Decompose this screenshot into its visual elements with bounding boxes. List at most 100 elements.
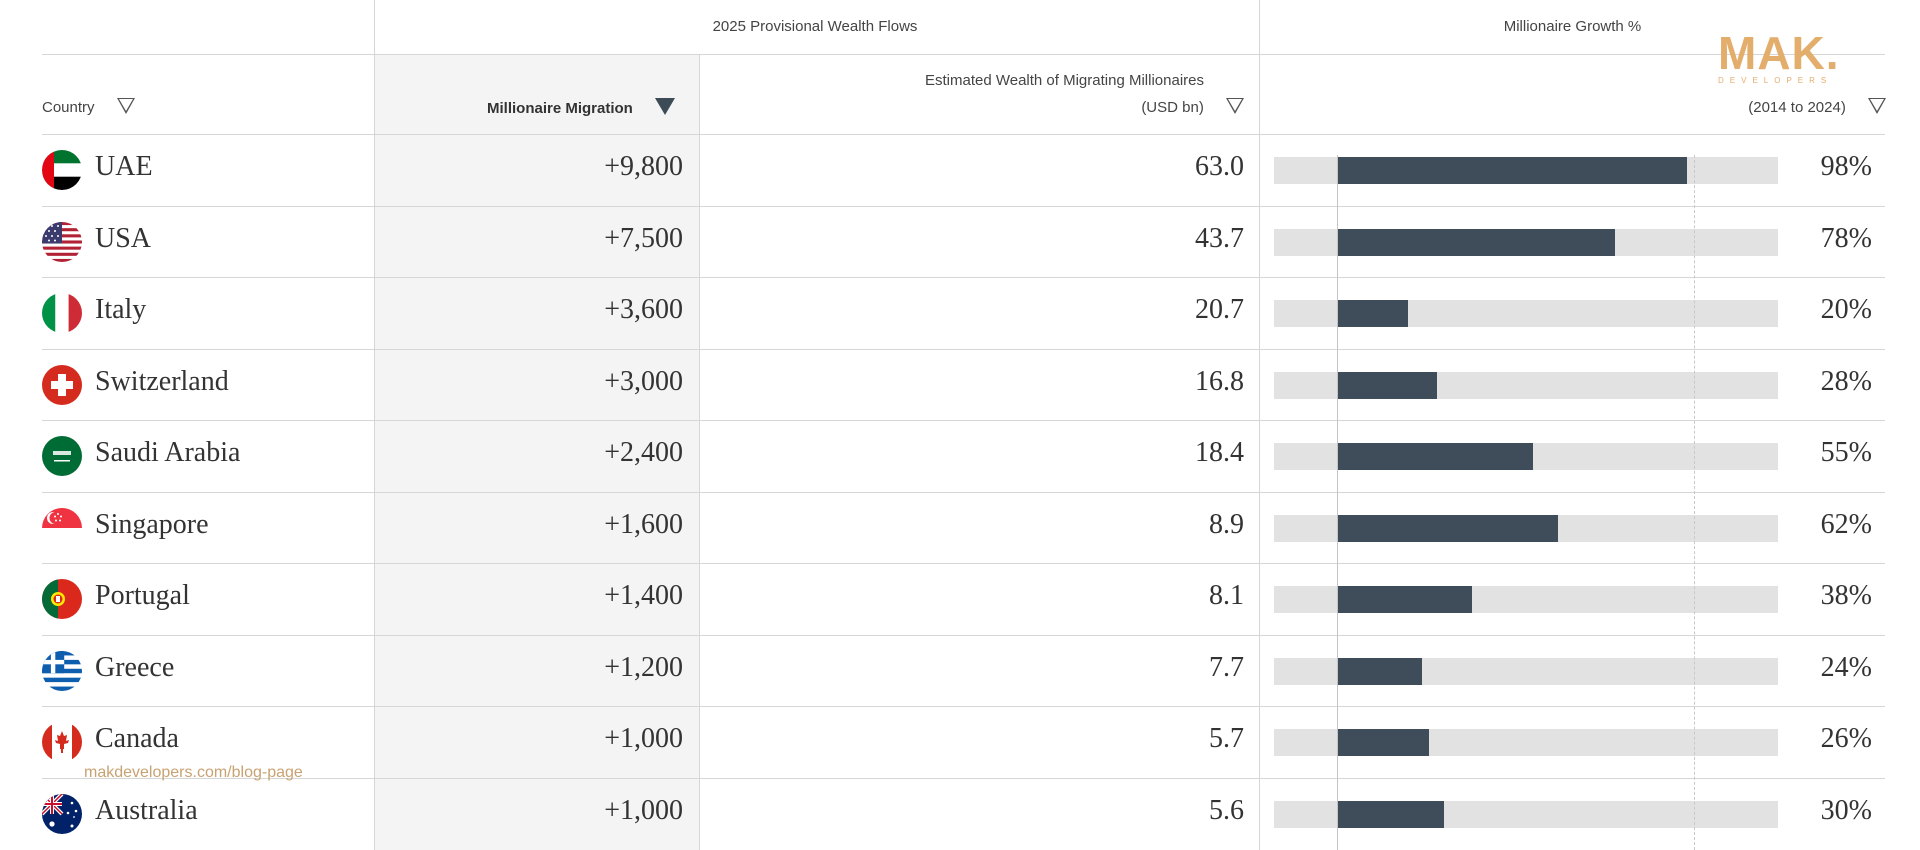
growth-bar: [1336, 443, 1533, 470]
wealth-header-line1: Estimated Wealth of Migrating Millionair…: [924, 72, 1204, 89]
header-bottom-divider: [42, 134, 1885, 135]
country-name: Saudi Arabia: [95, 437, 241, 468]
table-row[interactable]: Switzerland +3,000 16.8 28%: [0, 350, 1920, 421]
group-header-growth: Millionaire Growth %: [1503, 18, 1642, 35]
group-header-flows: 2025 Provisional Wealth Flows: [712, 18, 918, 35]
row-divider: [42, 706, 1885, 707]
wealth-header[interactable]: Estimated Wealth of Migrating Millionair…: [925, 72, 1204, 89]
zero-baseline: [1336, 155, 1338, 850]
migration-value: +9,800: [604, 151, 683, 182]
row-divider: [42, 491, 1885, 493]
migration-value: +3,600: [604, 294, 683, 325]
table-row[interactable]: UAE +9,800 63.0 98%: [0, 135, 1920, 206]
singapore-flag-icon: [42, 507, 82, 548]
wealth-value: 20.7: [1195, 294, 1244, 325]
switzerland-flag-icon: [42, 364, 82, 405]
country-name: UAE: [95, 151, 153, 182]
row-divider: [42, 420, 1885, 421]
migration-value: +1,600: [604, 508, 683, 540]
migration-value: +1,200: [604, 651, 683, 683]
wealth-value: 5.6: [1209, 794, 1244, 826]
growth-value: 28%: [1820, 365, 1872, 397]
sort-desc-icon[interactable]: [655, 98, 676, 115]
filter-icon[interactable]: [116, 98, 135, 114]
country-name: Italy: [95, 294, 147, 325]
wealth-value: 43.7: [1195, 222, 1244, 254]
growth-bar: [1336, 300, 1408, 327]
growth-value: 30%: [1820, 794, 1872, 826]
row-divider: [42, 277, 1885, 278]
wealth-header-line2: (USD bn): [1141, 99, 1204, 116]
filter-icon[interactable]: [1226, 98, 1244, 114]
country-name: Switzerland: [95, 365, 229, 397]
growth-bar: [1336, 514, 1558, 542]
table-row[interactable]: Saudi Arabia +2,400 18.4 55%: [0, 421, 1920, 492]
logo-main-text: MAK.: [1718, 27, 1840, 79]
wealth-value: 8.1: [1209, 580, 1244, 611]
wealth-value: 18.4: [1195, 437, 1244, 468]
migration-value: +3,000: [604, 365, 683, 397]
table-row[interactable]: Singapore +1,600 8.9 62%: [0, 493, 1920, 564]
portugal-flag-icon: [42, 579, 82, 619]
migration-value: +1,000: [604, 723, 683, 754]
migration-value: +7,500: [604, 222, 683, 254]
row-divider: [42, 634, 1885, 636]
growth-value: 38%: [1820, 580, 1872, 611]
growth-header[interactable]: (2014 to 2024): [1748, 96, 1886, 116]
wealth-header-units[interactable]: (USD bn): [1141, 96, 1244, 116]
growth-bar: [1336, 157, 1687, 184]
growth-value: 62%: [1820, 508, 1872, 540]
growth-bar: [1336, 228, 1616, 256]
logo-sub-text: DEVELOPERS: [1718, 76, 1833, 85]
column-divider: [1259, 0, 1260, 850]
country-name: Canada: [95, 723, 179, 754]
growth-value: 24%: [1820, 651, 1872, 683]
migration-column-shade: [375, 55, 700, 850]
column-divider: [374, 0, 375, 850]
table-row[interactable]: Greece +1,200 7.7 24%: [0, 636, 1920, 707]
table-row[interactable]: USA +7,500 43.7 78%: [0, 207, 1920, 278]
uae-flag-icon: [42, 150, 82, 190]
row-divider: [42, 205, 1885, 207]
migration-value: +1,000: [604, 794, 683, 826]
growth-value: 26%: [1820, 723, 1872, 754]
italy-flag-icon: [42, 293, 82, 333]
migration-header[interactable]: Millionaire Migration: [487, 96, 676, 117]
growth-value: 55%: [1820, 437, 1872, 468]
growth-bar: [1336, 371, 1437, 399]
row-divider: [42, 563, 1885, 564]
filter-icon[interactable]: [1868, 98, 1886, 114]
country-name: Singapore: [95, 508, 209, 540]
table-row[interactable]: Italy +3,600 20.7 20%: [0, 278, 1920, 349]
growth-header-label: (2014 to 2024): [1748, 99, 1846, 116]
australia-flag-icon: [42, 793, 82, 834]
growth-bar: [1336, 800, 1444, 828]
column-divider: [699, 55, 700, 850]
migration-value: +2,400: [604, 437, 683, 468]
row-divider: [42, 348, 1885, 350]
reference-line-100pct: [1693, 155, 1695, 850]
canada-flag-icon: [42, 722, 82, 762]
table-row[interactable]: Australia +1,000 5.6 30%: [0, 779, 1920, 850]
wealth-value: 7.7: [1209, 651, 1244, 683]
growth-bar: [1336, 586, 1473, 613]
country-header-label: Country: [42, 99, 95, 116]
wealth-value: 5.7: [1209, 723, 1244, 754]
wealth-value: 16.8: [1195, 365, 1244, 397]
country-header[interactable]: Country: [42, 96, 135, 116]
growth-value: 78%: [1820, 222, 1872, 254]
wealth-value: 63.0: [1195, 151, 1244, 182]
mak-logo: MAK. DEVELOPERS: [1718, 30, 1840, 85]
country-name: USA: [95, 222, 152, 254]
saudi-arabia-flag-icon: [42, 436, 82, 476]
usa-flag-icon: [42, 221, 82, 262]
row-divider: [42, 777, 1885, 779]
growth-value: 20%: [1820, 294, 1872, 325]
growth-bar: [1336, 729, 1430, 756]
country-name: Greece: [95, 651, 175, 683]
header-divider: [42, 54, 1885, 55]
growth-bar: [1336, 657, 1423, 685]
table-row[interactable]: Portugal +1,400 8.1 38%: [0, 564, 1920, 635]
greece-flag-icon: [42, 650, 82, 691]
watermark-url: makdevelopers.com/blog-page: [84, 764, 303, 781]
